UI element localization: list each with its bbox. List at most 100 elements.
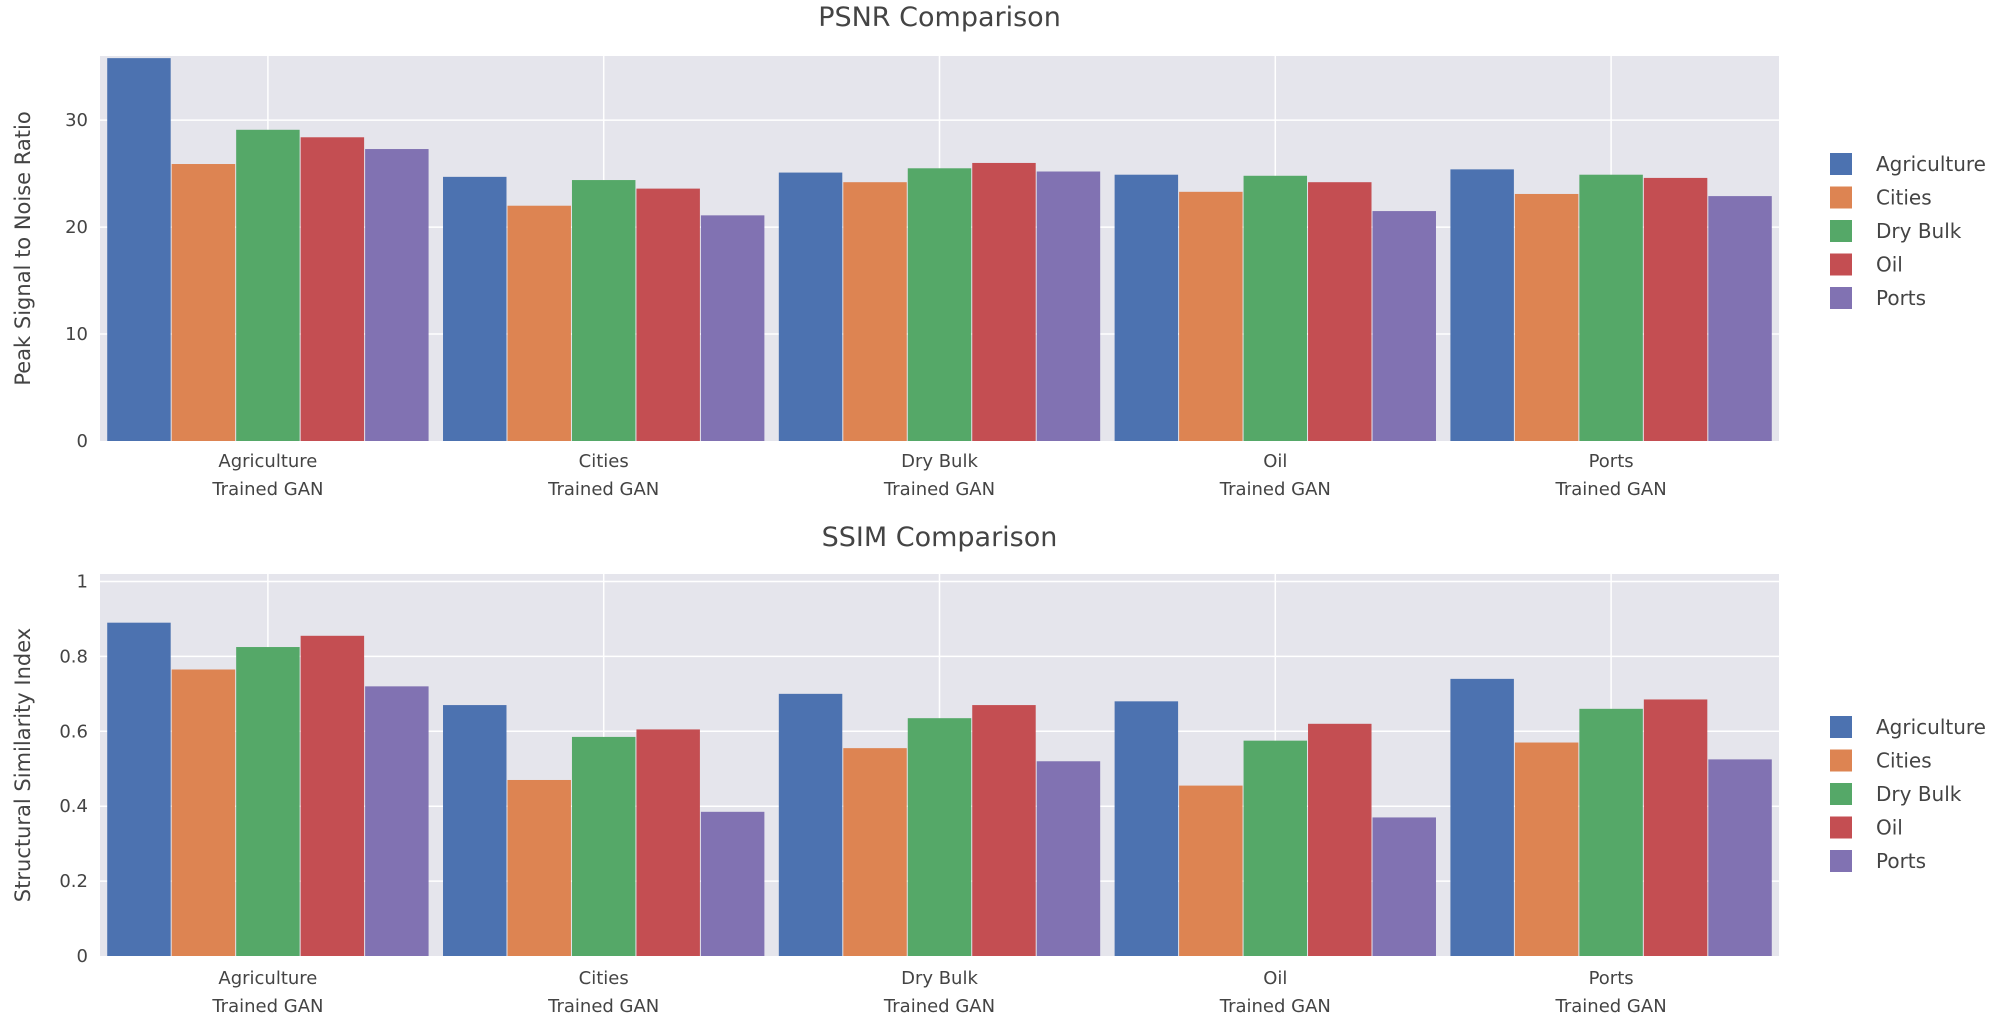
chart-2: 0 0.2 0.4 0.6 0.8 1 Agriculture Trained GAN Citi… [11, 522, 1986, 1017]
bar-agriculture [778, 693, 843, 956]
bar-dry-bulk [1243, 175, 1308, 441]
bar-ports [365, 686, 429, 956]
legend-swatch [1830, 816, 1852, 839]
chart-1: 0 10 20 30 Agriculture Trained GAN Cities Train… [11, 2, 1986, 500]
x-tick-label: Trained GAN [1555, 996, 1667, 1017]
x-tick-label: Trained GAN [547, 479, 659, 500]
bar-oil [1643, 177, 1708, 441]
bar-cities [507, 779, 571, 956]
bar-oil [972, 162, 1036, 441]
x-tick-label: Agriculture [218, 451, 317, 472]
legend-label: Oil [1876, 253, 1903, 277]
bar-agriculture [778, 172, 843, 441]
legend-label: Dry Bulk [1876, 219, 1962, 243]
x-tick-label: Trained GAN [883, 996, 995, 1017]
bar-ports [700, 215, 765, 441]
chart-title: SSIM Comparison [822, 522, 1058, 553]
x-tick-label: Trained GAN [547, 996, 659, 1017]
bar-cities [1514, 193, 1579, 441]
bar-cities [1514, 742, 1579, 956]
bar-dry-bulk [1579, 174, 1643, 442]
x-tick-label: Trained GAN [1219, 479, 1331, 500]
legend-swatch [1830, 287, 1852, 309]
bar-ports [700, 811, 765, 956]
bar-cities [171, 669, 236, 956]
bar-agriculture [1450, 169, 1514, 441]
bar-ports [365, 149, 429, 441]
legend-label: Agriculture [1876, 715, 1986, 739]
legend-label: Cities [1876, 749, 1932, 773]
bar-oil [636, 729, 700, 956]
y-tick-label: 10 [65, 324, 88, 345]
y-tick-label: 0 [77, 946, 88, 967]
legend-swatch [1830, 749, 1852, 772]
legend: Agriculture Cities Dry Bulk Oil Ports [1830, 715, 1986, 873]
x-tick-label: Trained GAN [211, 996, 323, 1017]
y-tick-label: 0.4 [59, 796, 88, 817]
bar-agriculture [1114, 174, 1179, 442]
y-tick-label: 0.8 [59, 646, 88, 667]
x-tick-label: Cities [579, 968, 629, 989]
x-tick-label: Trained GAN [211, 479, 323, 500]
bar-oil [1308, 723, 1372, 956]
y-tick-label: 20 [65, 217, 88, 238]
y-axis-title: Structural Similarity Index [11, 628, 35, 902]
bar-ports [1708, 196, 1772, 441]
bar-dry-bulk [236, 129, 300, 441]
bar-dry-bulk [236, 647, 300, 956]
bar-ports [1372, 211, 1436, 441]
legend-swatch [1830, 220, 1852, 242]
legend-label: Oil [1876, 816, 1903, 840]
x-tick-label: Trained GAN [883, 479, 995, 500]
bar-ports [1036, 171, 1101, 441]
y-axis-title: Peak Signal to Noise Ratio [11, 111, 35, 385]
legend-swatch [1830, 186, 1852, 209]
y-tick-label: 30 [65, 110, 88, 131]
chart-title: PSNR Comparison [818, 2, 1061, 33]
legend-label: Ports [1876, 286, 1926, 310]
legend-label: Ports [1876, 849, 1926, 873]
legend-swatch [1830, 716, 1852, 738]
bar-cities [843, 748, 907, 956]
legend-label: Agriculture [1876, 152, 1986, 176]
bar-dry-bulk [571, 736, 636, 956]
legend-label: Cities [1876, 186, 1932, 210]
bar-oil [300, 137, 365, 441]
bar-ports [1708, 759, 1772, 956]
x-tick-label: Trained GAN [1555, 479, 1667, 500]
y-tick-label: 0 [77, 431, 88, 452]
bar-agriculture [107, 58, 171, 442]
x-tick-label: Ports [1589, 451, 1634, 472]
x-tick-label: Oil [1263, 451, 1287, 472]
x-tick-label: Trained GAN [1219, 996, 1331, 1017]
legend-swatch [1830, 783, 1852, 805]
x-tick-label: Dry Bulk [901, 968, 978, 989]
bar-oil [1643, 699, 1708, 956]
bar-dry-bulk [1579, 708, 1643, 956]
legend-swatch [1830, 850, 1852, 872]
bar-oil [1308, 182, 1372, 441]
y-tick-label: 0.6 [59, 721, 88, 742]
y-tick-label: 0.2 [59, 871, 88, 892]
bar-ports [1372, 817, 1436, 956]
bar-cities [843, 182, 907, 441]
legend-label: Dry Bulk [1876, 782, 1962, 806]
legend-swatch [1830, 153, 1852, 175]
bar-cities [507, 205, 571, 441]
x-tick-label: Agriculture [218, 968, 317, 989]
bar-agriculture [1450, 678, 1514, 956]
x-tick-label: Ports [1589, 968, 1634, 989]
bar-agriculture [1114, 701, 1179, 956]
bar-oil [636, 188, 700, 441]
x-tick-label: Oil [1263, 968, 1287, 989]
y-tick-label: 1 [77, 571, 88, 592]
bar-cities [1179, 191, 1243, 441]
bar-dry-bulk [907, 168, 972, 441]
bar-oil [972, 705, 1036, 956]
x-tick-label: Dry Bulk [901, 451, 978, 472]
bar-oil [300, 635, 365, 956]
legend: Agriculture Cities Dry Bulk Oil Ports [1830, 152, 1986, 310]
bar-dry-bulk [907, 718, 972, 956]
bar-dry-bulk [1243, 740, 1308, 956]
